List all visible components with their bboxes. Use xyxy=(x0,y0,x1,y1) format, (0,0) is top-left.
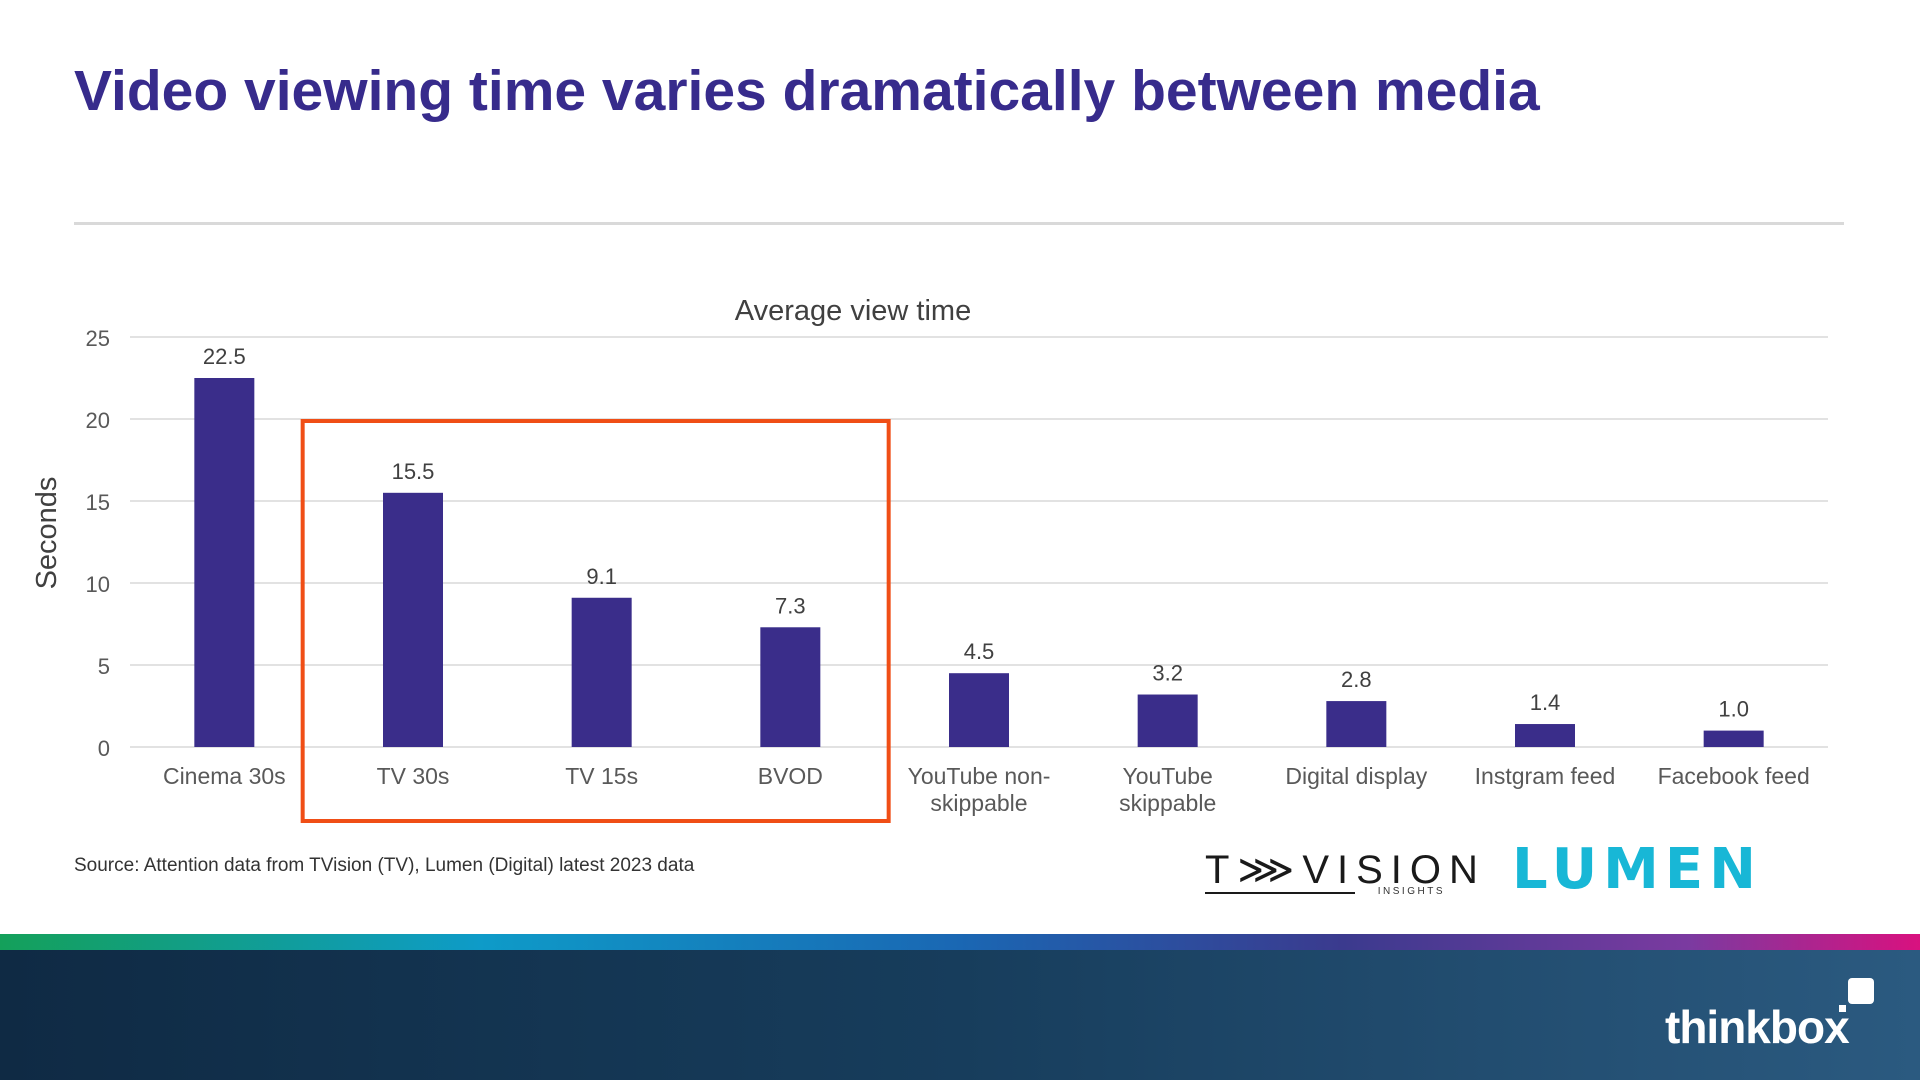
source-note: Source: Attention data from TVision (TV)… xyxy=(74,855,695,876)
tvision-underline xyxy=(1205,892,1355,894)
bar xyxy=(1326,701,1387,747)
slide-title: Video viewing time varies dramatically b… xyxy=(74,59,1540,123)
x-tick-label: skippable xyxy=(1119,790,1216,816)
bar xyxy=(1515,724,1575,747)
x-tick-label: Digital display xyxy=(1285,763,1427,789)
y-tick-label: 25 xyxy=(86,326,110,351)
data-label: 2.8 xyxy=(1341,667,1372,692)
y-tick-label: 5 xyxy=(98,654,110,679)
thinkbox-logo: thinkbox xyxy=(1665,1001,1850,1053)
data-label: 9.1 xyxy=(586,564,617,589)
data-label: 7.3 xyxy=(775,593,806,618)
bar xyxy=(1137,694,1198,747)
data-label: 1.0 xyxy=(1718,697,1749,722)
bar xyxy=(949,673,1009,747)
thinkbox-dot-icon xyxy=(1839,1005,1846,1012)
x-tick-label: YouTube non- xyxy=(908,763,1051,789)
data-label: 15.5 xyxy=(392,459,435,484)
data-label: 22.5 xyxy=(203,344,246,369)
bar xyxy=(571,597,632,747)
x-tick-label: YouTube xyxy=(1122,763,1212,789)
brand-gradient-strip xyxy=(0,934,1920,950)
y-tick-label: 20 xyxy=(86,408,110,433)
bar xyxy=(1703,730,1764,747)
bar-chart: 0 5 10 15 20 25 22.5 Cinema 30s 15.5 TV 30s 9.1 TV … xyxy=(31,295,1828,823)
labels: 0 5 10 15 20 25 22.5 Cinema 30s 15.5 TV 30s 9.1 TV … xyxy=(86,326,1810,816)
y-tick-label: 15 xyxy=(86,490,110,515)
x-tick-label: BVOD xyxy=(758,763,823,789)
lumen-logo: LUMEN xyxy=(1512,837,1763,902)
x-tick-label: skippable xyxy=(930,790,1027,816)
title-divider xyxy=(74,222,1844,225)
y-tick-label: 10 xyxy=(86,572,110,597)
data-label: 3.2 xyxy=(1152,661,1183,686)
y-tick-label: 0 xyxy=(98,736,110,761)
tvision-wordmark: T⋙VISION xyxy=(1205,848,1486,892)
bar xyxy=(383,492,443,747)
y-axis-label: Seconds xyxy=(31,477,63,590)
x-tick-label: Cinema 30s xyxy=(163,763,286,789)
bars xyxy=(194,378,1764,747)
bar xyxy=(760,627,821,747)
x-tick-label: TV 15s xyxy=(565,763,638,789)
bar xyxy=(194,378,255,747)
data-label: 1.4 xyxy=(1530,690,1561,715)
tvision-logo: T⋙VISION INSIGHTS xyxy=(1205,848,1478,900)
footer-band xyxy=(0,950,1920,1080)
data-label: 4.5 xyxy=(964,639,995,664)
x-tick-label: TV 30s xyxy=(377,763,450,789)
thinkbox-square-icon xyxy=(1848,978,1874,1004)
tvision-subtitle: INSIGHTS xyxy=(1377,886,1445,897)
x-tick-label: Facebook feed xyxy=(1658,763,1810,789)
chart-title: Average view time xyxy=(735,295,971,327)
highlight-box xyxy=(300,419,891,823)
x-tick-label: Instgram feed xyxy=(1475,763,1616,789)
